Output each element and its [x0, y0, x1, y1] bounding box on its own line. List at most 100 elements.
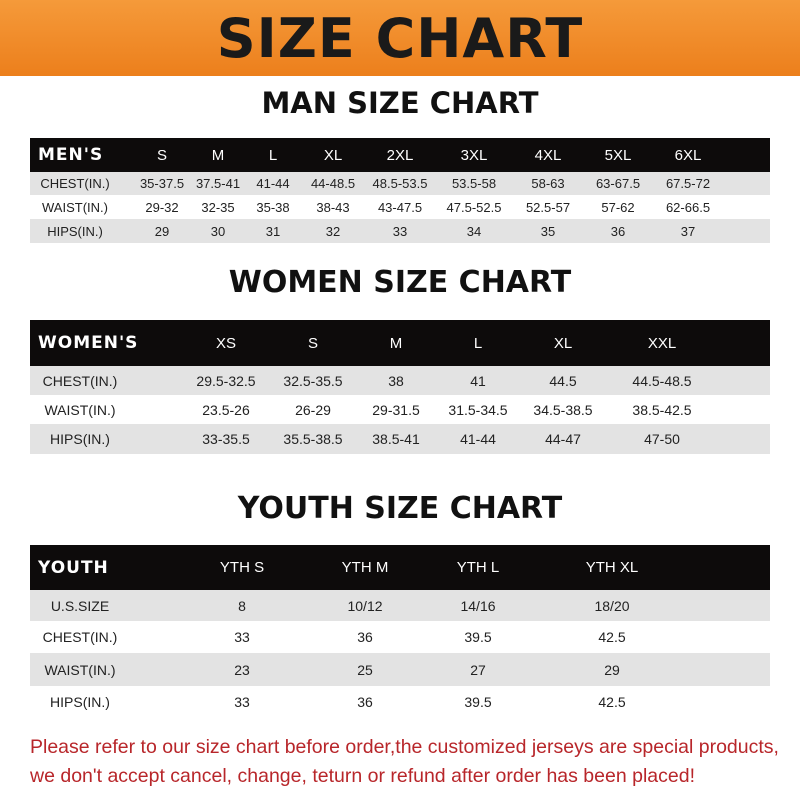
table-cell: 44.5	[549, 372, 577, 389]
table-cell: 10/12	[347, 597, 383, 614]
table-cell: 32.5-35.5	[283, 372, 343, 389]
measurement-label: WAIST(IN.)	[42, 199, 108, 215]
size-header-cell: S	[307, 334, 319, 352]
table-cell: 42.5	[598, 629, 626, 645]
table-header-row: WOMEN'S XS S M L XL XXL	[30, 320, 770, 366]
table-cell: 29	[154, 223, 170, 239]
table-cell: 63-67.5	[595, 176, 641, 191]
measurement-label: U.S.SIZE	[50, 597, 110, 614]
table-cell: 33	[234, 629, 250, 645]
table-cell: 44.5-48.5	[632, 372, 692, 389]
table-cell: 44-47	[545, 431, 581, 447]
table-cell: 38	[388, 372, 404, 389]
table-cell: 36	[357, 629, 373, 645]
table-cell: 36	[357, 694, 373, 710]
table-cell: 41-44	[460, 431, 496, 447]
youth-size-table: YOUTH YTH S YTH M YTH L YTH XL U.S.SIZE 8 10/12…	[30, 545, 770, 718]
table-cell: 14/16	[460, 597, 496, 614]
table-cell: 47-50	[644, 431, 680, 447]
size-header-cell: 3XL	[460, 146, 488, 164]
table-row: HIPS(IN.) 33-35.5 35.5-38.5 38.5-41 41-44 44-…	[30, 424, 770, 454]
table-cell: 29.5-32.5	[196, 372, 256, 389]
measurement-label: HIPS(IN.)	[50, 694, 110, 710]
measurement-label: WAIST(IN.)	[44, 401, 116, 418]
table-cell: 41	[470, 372, 486, 389]
table-cell: 34	[466, 223, 482, 239]
table-cell: 48.5-53.5	[372, 176, 428, 191]
table-cell: 67.5-72	[665, 176, 711, 191]
measurement-label: HIPS(IN.)	[50, 431, 110, 447]
size-header-cell: YTH M	[341, 559, 389, 576]
size-header-cell: S	[156, 146, 168, 164]
size-header-cell: XXL	[647, 334, 677, 352]
table-cell: 47.5-52.5	[446, 199, 502, 215]
size-header-cell: YTH L	[456, 559, 500, 576]
table-cell: 39.5	[464, 694, 492, 710]
measurement-label: HIPS(IN.)	[47, 223, 103, 239]
youth-section-title: YOUTH SIZE CHART	[237, 491, 563, 526]
table-cell: 44-48.5	[310, 176, 356, 191]
table-cell: 36	[610, 223, 626, 239]
table-cell: 57-62	[601, 199, 635, 215]
table-cell: 31	[265, 223, 281, 239]
table-cell: 29-31.5	[372, 401, 420, 418]
measurement-label: CHEST(IN.)	[42, 629, 118, 645]
table-cell: 37.5-41	[195, 176, 241, 191]
table-row: HIPS(IN.) 33 36 39.5 42.5	[30, 686, 770, 718]
table-cell: 33	[392, 223, 408, 239]
size-header-cell: M	[211, 146, 225, 164]
table-cell: 33	[234, 694, 250, 710]
size-header-cell: XS	[215, 334, 237, 352]
table-cell: 33-35.5	[202, 431, 250, 447]
table-cell: 23	[234, 661, 250, 678]
table-title-cell: YOUTH	[38, 557, 109, 578]
banner-title: SIZE CHART	[216, 6, 584, 70]
table-cell: 38-43	[316, 199, 350, 215]
table-cell: 35	[540, 223, 556, 239]
table-cell: 35-38	[256, 199, 290, 215]
measurement-label: CHEST(IN.)	[42, 372, 118, 389]
table-cell: 31.5-34.5	[448, 401, 508, 418]
table-cell: 18/20	[594, 597, 630, 614]
table-row: CHEST(IN.) 33 36 39.5 42.5	[30, 621, 770, 653]
size-header-cell: M	[389, 334, 403, 352]
table-cell: 30	[210, 223, 226, 239]
table-cell: 35-37.5	[139, 176, 185, 191]
table-cell: 37	[680, 223, 696, 239]
table-cell: 32-35	[201, 199, 235, 215]
women-section-title: WOMEN SIZE CHART	[228, 265, 572, 300]
table-cell: 26-29	[295, 401, 331, 418]
size-header-cell: XL	[323, 146, 343, 164]
table-row: WAIST(IN.) 29-32 32-35 35-38 38-43 43-47.5 47.…	[30, 195, 770, 219]
table-row: CHEST(IN.) 35-37.5 37.5-41 41-44 44-48.5 48.5…	[30, 172, 770, 195]
table-cell: 29	[604, 661, 620, 678]
measurement-label: CHEST(IN.)	[40, 176, 110, 191]
table-cell: 42.5	[598, 694, 626, 710]
table-cell: 39.5	[464, 629, 492, 645]
disclaimer: Please refer to our size chart before or…	[30, 733, 790, 791]
table-row: CHEST(IN.) 29.5-32.5 32.5-35.5 38 41 44.5 44.5…	[30, 366, 770, 395]
size-header-cell: L	[473, 334, 483, 352]
women-size-table: WOMEN'S XS S M L XL XXL CHEST(IN.) 29.5-32.5 32.5…	[30, 320, 770, 454]
size-header-cell: YTH XL	[585, 559, 639, 576]
table-header-row: YOUTH YTH S YTH M YTH L YTH XL	[30, 545, 770, 590]
table-row: HIPS(IN.) 29 30 31 32 33 34 35 36 37	[30, 219, 770, 243]
size-header-cell: 6XL	[674, 146, 702, 164]
size-header-cell: 2XL	[386, 146, 414, 164]
table-cell: 38.5-41	[372, 431, 420, 447]
table-row: WAIST(IN.) 23 25 27 29	[30, 653, 770, 686]
disclaimer-line-1: Please refer to our size chart before or…	[30, 736, 779, 758]
banner: SIZE CHART	[0, 0, 800, 76]
size-header-cell: YTH S	[219, 559, 265, 576]
size-header-cell: 5XL	[604, 146, 632, 164]
men-section-title: MAN SIZE CHART	[261, 86, 539, 120]
table-cell: 35.5-38.5	[283, 431, 343, 447]
table-cell: 62-66.5	[665, 199, 711, 215]
table-cell: 38.5-42.5	[632, 401, 692, 418]
size-header-cell: L	[268, 146, 278, 164]
table-cell: 53.5-58	[451, 176, 497, 191]
measurement-label: WAIST(IN.)	[44, 661, 116, 678]
table-row: WAIST(IN.) 23.5-26 26-29 29-31.5 31.5-34.5 34…	[30, 395, 770, 424]
table-cell: 23.5-26	[202, 401, 250, 418]
disclaimer-line-2: we don't accept cancel, change, teturn o…	[30, 765, 695, 787]
